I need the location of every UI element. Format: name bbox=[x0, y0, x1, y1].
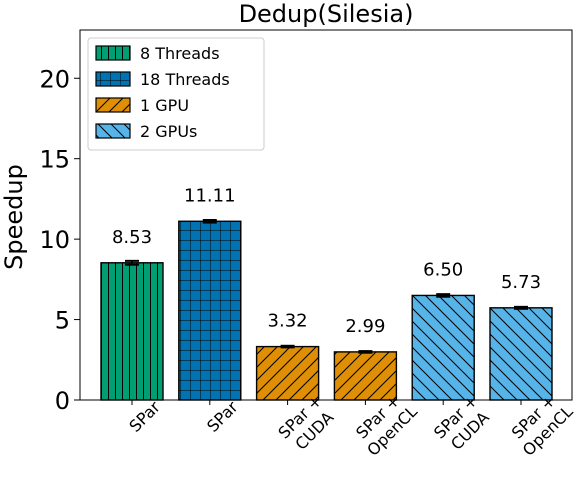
y-tick-label: 0 bbox=[55, 387, 70, 415]
plot-frame bbox=[79, 29, 573, 401]
legend-swatch bbox=[95, 71, 131, 87]
legend-label: 1 GPU bbox=[140, 96, 189, 115]
y-tick-label: 5 bbox=[55, 307, 70, 335]
legend: 8 Threads 18 Threads 1 GPU 2 GPUs bbox=[87, 37, 265, 151]
y-tick-label: 15 bbox=[39, 146, 70, 174]
bar bbox=[411, 294, 475, 401]
data-label: 6.50 bbox=[423, 259, 463, 280]
legend-swatch bbox=[95, 97, 131, 113]
data-label: 5.73 bbox=[501, 272, 541, 293]
bar bbox=[178, 220, 242, 401]
y-tick-label: 20 bbox=[39, 65, 70, 93]
y-tick-label: 10 bbox=[39, 226, 70, 254]
y-axis-label: Speedup bbox=[0, 164, 28, 270]
data-label: 11.11 bbox=[184, 185, 236, 206]
bar bbox=[255, 345, 320, 401]
legend-label: 8 Threads bbox=[140, 44, 220, 63]
data-label: 3.32 bbox=[268, 311, 308, 332]
bar bbox=[489, 307, 553, 401]
x-tick-label: SPar bbox=[203, 397, 242, 436]
legend-label: 2 GPUs bbox=[140, 122, 197, 141]
legend-swatch bbox=[95, 45, 131, 61]
data-label: 2.99 bbox=[345, 316, 385, 337]
bar bbox=[333, 351, 398, 401]
chart-title: Dedup(Silesia) bbox=[239, 0, 414, 28]
data-label: 8.53 bbox=[112, 227, 152, 248]
legend-swatch bbox=[95, 123, 131, 139]
bar bbox=[100, 262, 164, 401]
legend-label: 18 Threads bbox=[140, 70, 230, 89]
x-tick-label: SPar bbox=[125, 397, 164, 436]
legend-frame bbox=[87, 37, 265, 151]
